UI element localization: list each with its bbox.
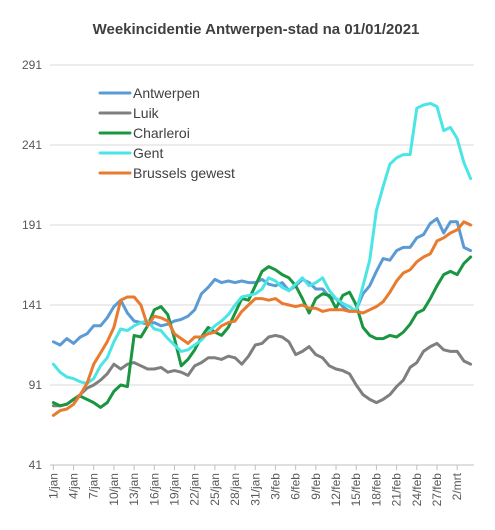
legend-label-luik: Luik [133,105,160,121]
legend-label-charleroi: Charleroi [133,125,190,141]
axes: 41 91 141 191 241 291 1/jan 4/jan 7/jan 10/jan 13/… [22,58,474,506]
series-line-gent [51,101,473,385]
series-line-charleroi [51,255,473,409]
chart-title: Weekincidentie Antwerpen-stad na 01/01/2… [93,21,420,38]
x-tick-label: 31/jan [248,473,262,506]
x-tick-label: 3/feb [268,473,282,500]
x-tick-label: 1/jan [46,473,60,499]
x-tick-label: 21/feb [390,473,404,507]
x-tick-label: 18/feb [369,473,383,507]
legend-label-antwerpen: Antwerpen [133,85,200,101]
legend: Antwerpen Luik Charleroi Gent Brussels gewes… [98,85,235,181]
x-tick-label: 22/jan [188,473,202,506]
y-tick-label: 141 [22,298,42,312]
series-line-brussels-gewest [51,220,473,417]
series-lines [51,101,473,417]
legend-label-gent: Gent [133,145,163,161]
y-tick-label: 241 [22,138,42,152]
x-tick-label: 6/feb [289,473,303,500]
x-tick-label: 10/jan [107,473,121,506]
y-tick-label: 191 [22,218,42,232]
y-tick-label: 91 [29,378,43,392]
x-tick-label: 13/jan [127,473,141,506]
legend-label-brussels-gewest: Brussels gewest [133,165,235,181]
x-tick-label: 16/jan [147,473,161,506]
y-tick-label: 291 [22,58,42,72]
x-tick-label: 24/feb [410,473,424,507]
x-tick-label: 28/jan [228,473,242,506]
x-tick-label: 12/feb [329,473,343,507]
x-tick-label: 2/mrt [450,472,464,500]
series-line-luik [51,333,473,408]
x-tick-label: 4/jan [67,473,81,499]
x-tick-label: 15/feb [349,473,363,507]
x-tick-label: 25/jan [208,473,222,506]
y-tick-label: 41 [29,458,43,472]
x-tick-label: 19/jan [168,473,182,506]
x-tick-label: 7/jan [87,473,101,499]
x-tick-label: 9/feb [309,473,323,500]
x-tick-label: 27/feb [430,473,444,507]
series-line-antwerpen [51,217,473,347]
